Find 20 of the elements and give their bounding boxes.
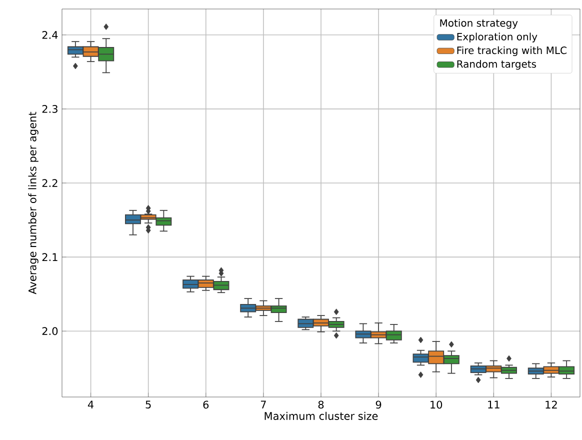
x-tick-label: 7: [260, 400, 266, 408]
x-tick-label: 10: [430, 400, 442, 409]
x-tick-label: 9: [376, 400, 382, 409]
legend-label: Fire tracking with MLC: [457, 46, 566, 56]
y-tick-label: 2.2: [42, 179, 58, 187]
legend-label: Exploration only: [457, 32, 538, 42]
x-axis-title: Maximum cluster size: [264, 412, 378, 420]
y-tick-label: 2.3: [42, 104, 58, 113]
x-tick-label: 5: [146, 400, 151, 408]
y-tick-label: 2.4: [42, 31, 58, 39]
legend-title: Motion strategy: [440, 19, 518, 29]
y-tick-label: 2.1: [42, 253, 58, 261]
x-tick-label: 12: [546, 400, 557, 408]
y-tick-label: 2.0: [42, 327, 58, 336]
y-axis-title: Average number of links per agent: [28, 112, 38, 294]
x-tick-label: 11: [488, 400, 500, 408]
legend-label: Random targets: [457, 60, 536, 70]
x-tick-label: 6: [203, 400, 209, 409]
x-tick-label: 4: [88, 400, 94, 408]
x-tick-label: 8: [318, 400, 324, 409]
